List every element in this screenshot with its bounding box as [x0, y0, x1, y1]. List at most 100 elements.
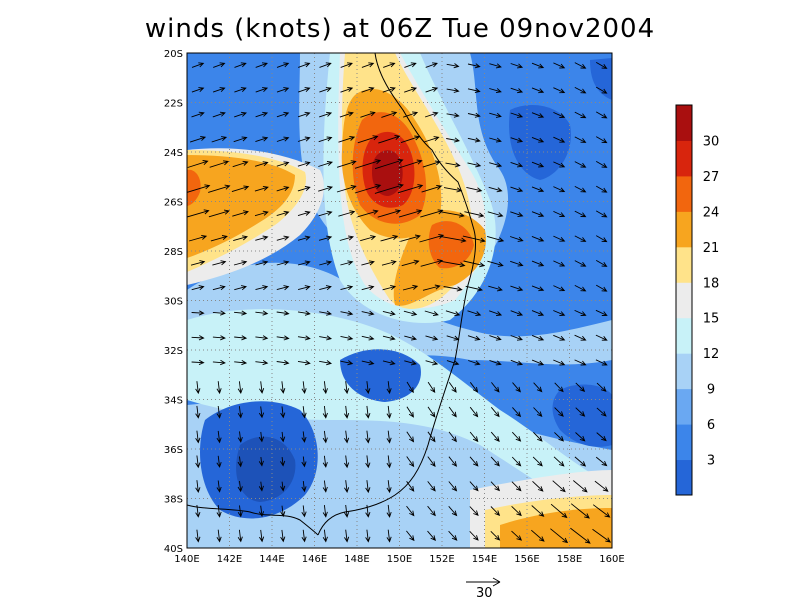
wind-vector-arrow [255, 87, 269, 93]
colorbar-segment [676, 388, 692, 425]
wind-vector-arrow [357, 135, 379, 144]
wind-vector-arrow [365, 529, 371, 543]
wind-vector-arrow [574, 309, 587, 316]
wind-vector-arrow [340, 285, 354, 291]
wind-vector-arrow [553, 62, 566, 69]
wind-vector-arrow [297, 335, 311, 341]
wind-vector-arrow [424, 111, 439, 118]
wind-vector-arrow [490, 506, 501, 516]
wind-vector-arrow [420, 259, 444, 267]
wind-vector-arrow [440, 260, 466, 268]
wind-vector-arrow [211, 136, 228, 143]
wind-vector-arrow [467, 112, 481, 118]
wind-vector-arrow [301, 505, 307, 518]
wind-vector-arrow [489, 63, 502, 69]
wind-vector-arrow [550, 528, 569, 544]
wind-vector-arrow [339, 111, 354, 118]
wind-vector-arrow [427, 406, 436, 418]
wind-vector-arrow [234, 335, 248, 341]
wind-vector-arrow [361, 360, 375, 366]
wind-vector-arrow [297, 136, 311, 142]
wind-vector-arrow [280, 481, 286, 492]
wind-vector-arrow [467, 162, 482, 168]
wind-vector-arrow [322, 480, 328, 493]
wind-vector-arrow [340, 335, 354, 341]
wind-vector-arrow [254, 185, 269, 192]
wind-vector-arrow [276, 111, 290, 118]
wind-vector-arrow [237, 431, 243, 443]
wind-vector-arrow [234, 310, 248, 316]
wind-vector-arrow [490, 456, 500, 467]
colorbar-label: 3 [707, 454, 715, 469]
wind-vector-arrow [448, 506, 458, 517]
wind-vector-arrow [553, 310, 566, 316]
wind-vector-arrow [467, 310, 482, 317]
colorbar-segment [676, 459, 692, 496]
wind-vector-arrow [574, 86, 587, 94]
wind-vector-arrow [276, 235, 290, 241]
wind-vector-arrow [258, 406, 265, 419]
map-frame [186, 52, 613, 549]
wind-vector-arrow [195, 455, 201, 469]
wind-vector-arrow [443, 286, 463, 292]
wind-vector-arrow [381, 260, 397, 266]
colorbar-label: 27 [703, 170, 720, 185]
wind-vector-arrow [595, 260, 608, 267]
wind-vector-arrow [469, 382, 479, 393]
y-tick-label: 30S [164, 297, 183, 308]
wind-vector-arrow [318, 185, 334, 192]
wind-vector-arrow [301, 406, 307, 419]
wind-vector-arrow [255, 260, 269, 266]
wind-vector-arrow [574, 185, 587, 193]
wind-vector-arrow [406, 481, 415, 492]
wind-vector-arrow [365, 405, 371, 419]
wind-vector-arrow [187, 160, 209, 168]
wind-vector-arrow [531, 310, 545, 316]
wind-vector-arrow [319, 111, 333, 118]
wind-vector-arrow [382, 335, 396, 341]
wind-vector-arrow [365, 381, 371, 395]
wind-vector-arrow [354, 184, 382, 194]
wind-vector-arrow [336, 185, 357, 193]
wind-vector-arrow [322, 405, 328, 419]
wind-vector-arrow [212, 260, 227, 266]
wind-vector-arrow [511, 431, 522, 442]
wind-vector-arrow [406, 456, 415, 468]
wind-vector-arrow [533, 382, 543, 393]
wind-vector-arrow [322, 455, 328, 468]
field-lobe-redorange [428, 221, 474, 269]
wind-vector-arrow [419, 233, 445, 243]
colorbar-segment [676, 175, 692, 212]
wind-vector-arrow [297, 111, 311, 118]
coastline-south [187, 504, 319, 536]
colorbar-segment [676, 282, 692, 319]
wind-vector-arrow [318, 161, 334, 167]
wind-vector-arrow [195, 480, 201, 494]
wind-vector-arrow [301, 529, 307, 543]
wind-vector-arrow [188, 234, 208, 242]
wind-vector-arrow [531, 211, 545, 217]
wind-vector-arrow [216, 455, 222, 468]
wind-vector-arrow [382, 310, 396, 316]
wind-vector-arrow [340, 360, 354, 366]
wind-vector-arrow [361, 87, 375, 93]
wind-vector-arrow [297, 360, 311, 366]
wind-vector-arrow [512, 382, 521, 393]
wind-vector-arrow [575, 382, 586, 393]
wind-vector-arrow [191, 285, 205, 291]
wind-vector-arrow [574, 260, 587, 267]
wind-vector-arrow [511, 456, 522, 467]
wind-vector-arrow [592, 504, 611, 518]
wind-vector-arrow [276, 285, 290, 291]
wind-vector-arrow [344, 504, 350, 518]
wind-vector-arrow [553, 210, 566, 217]
wind-vector-arrow [553, 285, 566, 292]
wind-vector-arrow [276, 62, 290, 68]
wind-vector-arrow [340, 87, 354, 93]
wind-vector-arrow [553, 334, 566, 341]
wind-vector-arrow [488, 285, 503, 292]
wind-vector-arrow [254, 210, 269, 217]
wind-vector-arrow [404, 87, 418, 93]
wind-vector-arrow [448, 381, 457, 393]
colorbar-segment [676, 211, 692, 248]
